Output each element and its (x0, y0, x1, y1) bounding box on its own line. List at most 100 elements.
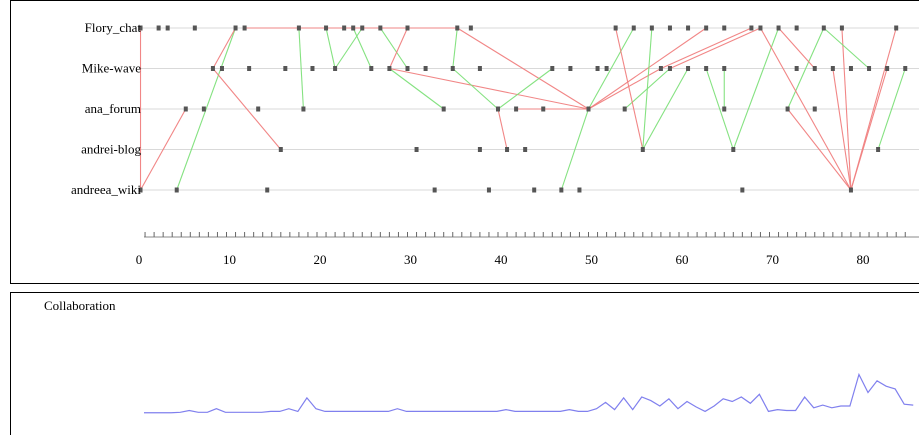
reply-link (334, 27, 363, 69)
reply-link (832, 68, 852, 191)
event-marker (156, 25, 161, 31)
reply-link (588, 27, 707, 110)
event-marker (876, 147, 881, 152)
x-tick-label: 10 (223, 252, 236, 267)
event-marker (477, 147, 482, 152)
reply-link (388, 27, 409, 69)
event-marker (183, 106, 188, 112)
reply-link (389, 67, 589, 110)
x-tick-label: 20 (314, 252, 327, 267)
reply-link (732, 27, 780, 150)
reply-link (560, 108, 590, 191)
event-marker (821, 25, 826, 31)
event-marker (794, 66, 799, 71)
x-tick-label: 70 (766, 252, 779, 267)
reply-link (787, 108, 852, 191)
event-marker (505, 147, 510, 152)
event-marker (514, 106, 519, 112)
event-marker (532, 187, 537, 193)
event-marker (233, 25, 238, 31)
event-marker (138, 187, 143, 193)
reply-link (823, 27, 870, 69)
event-marker (867, 66, 872, 71)
collaboration-line-chart (144, 372, 914, 414)
x-tick-label: 30 (404, 252, 417, 267)
event-marker (278, 147, 283, 152)
event-marker (595, 66, 600, 71)
event-marker (247, 66, 252, 71)
reply-link (841, 27, 852, 191)
participant-label: Flory_chat (85, 20, 142, 35)
timeline-panel (10, 0, 919, 284)
event-marker (477, 66, 482, 71)
event-marker (405, 66, 410, 71)
event-marker (210, 66, 215, 71)
event-marker (378, 25, 383, 31)
reply-links (139, 27, 906, 191)
event-marker (360, 25, 365, 31)
event-marker (242, 25, 247, 31)
event-marker (523, 147, 528, 152)
event-marker (265, 187, 270, 193)
event-marker (351, 25, 356, 31)
event-marker (138, 25, 143, 31)
x-tick-label: 0 (136, 252, 143, 267)
event-marker (369, 66, 374, 71)
x-axis: 0 10 20 30 40 50 60 70 80 (136, 232, 919, 267)
event-marker (414, 147, 419, 152)
collaboration-panel (10, 292, 919, 435)
reply-link (140, 108, 187, 191)
reply-link (660, 27, 752, 70)
participant-label: andrei-blog (81, 142, 141, 157)
event-marker (256, 106, 261, 112)
x-tick-label: 40 (495, 252, 508, 267)
event-marker (604, 66, 609, 71)
event-marker (894, 25, 899, 31)
event-marker (165, 25, 170, 31)
event-marker (568, 66, 573, 71)
event-marker (839, 25, 844, 31)
x-tick-label: 80 (857, 252, 870, 267)
event-marker (704, 66, 709, 71)
event-marker (622, 106, 627, 112)
reply-link (642, 27, 653, 150)
event-marker (722, 66, 727, 71)
event-marker (333, 66, 338, 71)
event-marker (704, 25, 709, 31)
event-marker (559, 187, 564, 193)
event-marker (468, 25, 473, 31)
event-markers (138, 25, 908, 193)
reply-link (352, 27, 372, 69)
event-marker (577, 187, 582, 193)
reply-link (778, 27, 816, 69)
reply-link (212, 68, 282, 150)
collaboration-title: Collaboration (44, 298, 116, 313)
event-marker (192, 25, 197, 31)
collaboration-line (144, 372, 914, 414)
event-marker (301, 106, 306, 112)
x-tick-label: 50 (585, 252, 598, 267)
event-marker (758, 25, 763, 31)
reply-link (759, 27, 852, 191)
event-marker (649, 25, 654, 31)
reply-link (497, 68, 553, 110)
event-marker (586, 106, 591, 112)
event-marker (686, 66, 691, 71)
reply-link (452, 27, 458, 69)
event-marker (794, 25, 799, 31)
event-marker (541, 106, 546, 112)
event-marker (219, 66, 224, 71)
event-marker (812, 66, 817, 71)
event-marker (405, 25, 410, 31)
reply-link (452, 68, 499, 110)
event-marker (310, 66, 315, 71)
participant-label: andreea_wiki (71, 182, 141, 197)
reply-link (497, 108, 508, 150)
event-marker (387, 66, 392, 71)
event-marker (631, 25, 636, 31)
event-marker (830, 66, 835, 71)
x-tick-label: 60 (676, 252, 689, 267)
event-marker (903, 66, 908, 71)
event-marker (686, 25, 691, 31)
event-marker (848, 187, 853, 193)
